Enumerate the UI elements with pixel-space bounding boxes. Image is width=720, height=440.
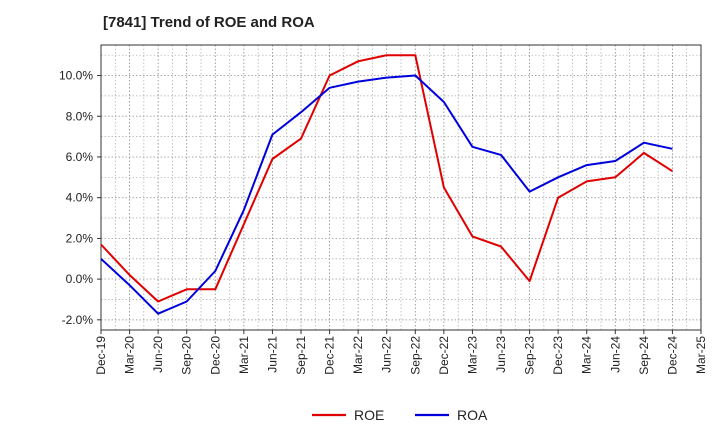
x-tick-label: Dec-23 (551, 336, 565, 375)
series-line-roa (100, 74, 673, 315)
x-tick-label: Dec-19 (94, 336, 108, 375)
x-tick-label: Sep-22 (408, 336, 422, 375)
x-tick-label: Dec-24 (665, 336, 679, 375)
x-tick-label: Jun-24 (608, 336, 622, 373)
x-tick-label: Dec-21 (323, 336, 337, 375)
plot-frame (100, 44, 702, 331)
legend: ROE ROA (312, 407, 488, 423)
series (100, 54, 673, 315)
y-tick-label: 4.0% (66, 191, 94, 205)
x-tick-label: Jun-23 (494, 336, 508, 373)
x-tick-label: Jun-21 (265, 336, 279, 373)
legend-label-roe: ROE (354, 407, 384, 423)
x-tick-label: Sep-21 (294, 336, 308, 375)
legend-label-roa: ROA (457, 407, 488, 423)
y-tick-label: 10.0% (59, 69, 93, 83)
x-tick-label: Mar-21 (237, 336, 251, 374)
x-tick-label: Jun-22 (380, 336, 394, 373)
y-tick-label: 8.0% (66, 109, 94, 123)
axes: -2.0% 0.0% 2.0% 4.0% 6.0% 8.0% 10.0% Dec-19 Mar-… (59, 44, 708, 375)
y-tick-label: 2.0% (66, 231, 94, 245)
x-tick-label: Mar-24 (580, 336, 594, 374)
y-tick-label: 6.0% (66, 150, 94, 164)
y-tick-label: -2.0% (62, 313, 94, 327)
x-tick-label: Sep-23 (523, 336, 537, 375)
x-tick-label: Mar-22 (351, 336, 365, 374)
x-tick-label: Sep-24 (637, 336, 651, 375)
x-tick-label: Sep-20 (180, 336, 194, 375)
chart-title: [7841] Trend of ROE and ROA (103, 14, 315, 31)
y-tick-label: 0.0% (66, 272, 94, 286)
x-tick-label: Jun-20 (151, 336, 165, 373)
x-tick-label: Dec-22 (437, 336, 451, 375)
x-tick-label: Mar-20 (123, 336, 137, 374)
series-line-roe (100, 54, 673, 303)
grid (100, 45, 702, 330)
x-tick-label: Dec-20 (208, 336, 222, 375)
x-tick-label: Mar-25 (694, 336, 708, 374)
x-tick-label: Mar-23 (465, 336, 479, 374)
